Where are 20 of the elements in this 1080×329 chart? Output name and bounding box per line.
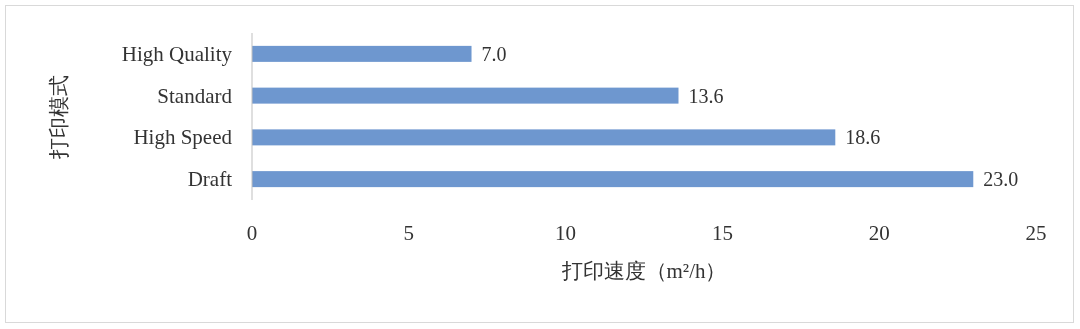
x-tick-label: 25 [1025,221,1047,245]
y-tick-label: Standard [157,83,233,108]
x-tick-label: 15 [711,221,733,245]
x-tick-label: 0 [246,221,258,245]
x-tick-label: 20 [868,221,890,245]
data-label: 13.6 [688,84,724,107]
y-axis-title: 打印模式 [47,74,71,160]
bar [252,45,472,62]
data-label: 18.6 [845,126,881,149]
bar [252,171,974,188]
y-tick-label: High Speed [133,125,233,150]
x-axis-title: 打印速度（m²/h） [560,259,727,283]
data-label: 23.0 [983,168,1019,191]
y-tick-label: Draft [187,167,233,192]
bar [252,87,679,104]
x-tick-label: 5 [403,221,415,245]
data-label: 7.0 [481,42,507,65]
bar [252,129,836,146]
x-tick-label: 10 [555,221,577,245]
y-tick-label: High Quality [121,41,233,66]
